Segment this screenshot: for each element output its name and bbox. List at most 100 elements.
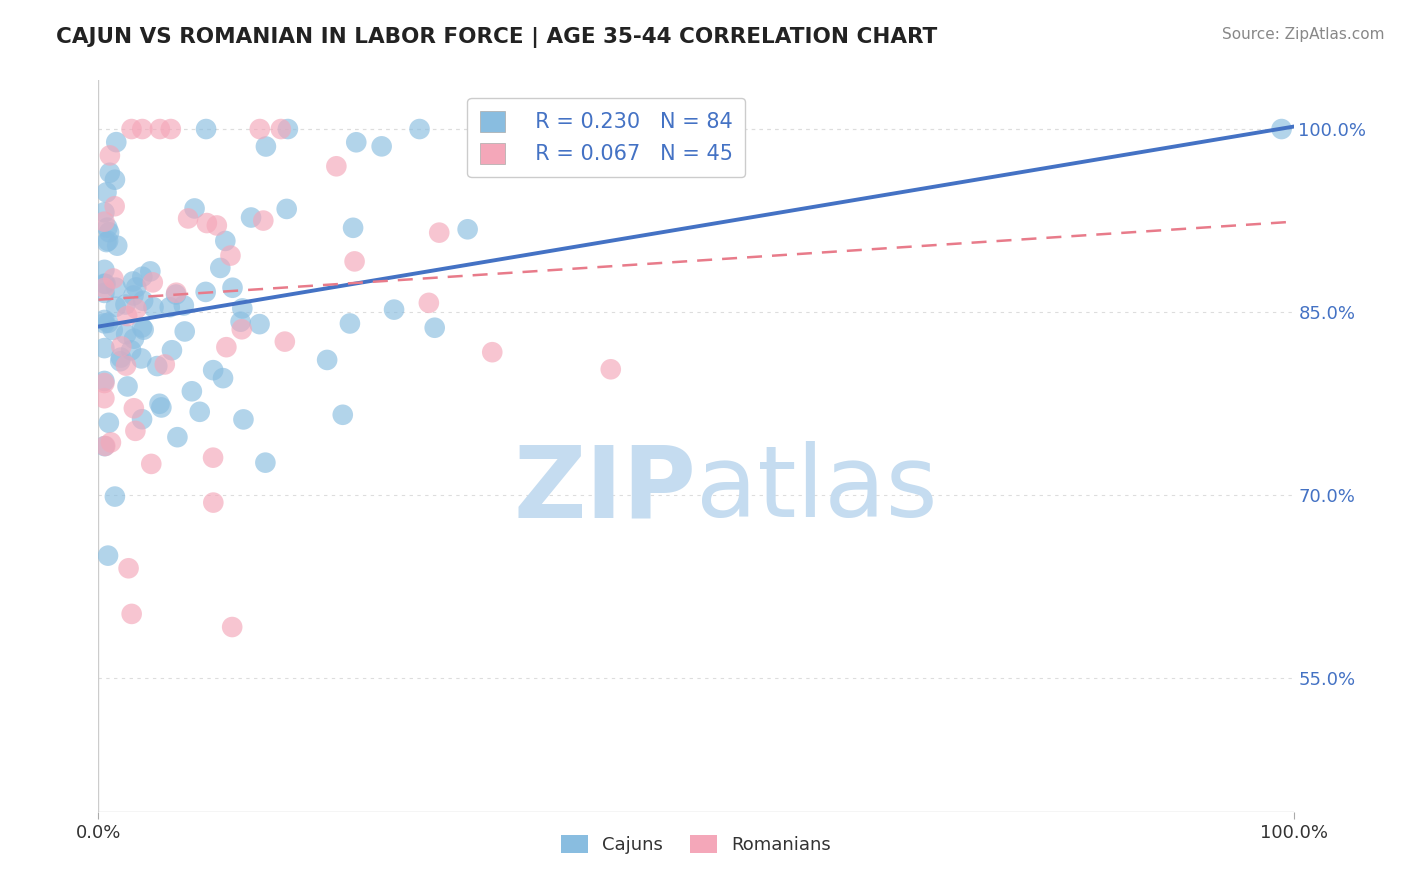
Point bbox=[339, 317, 361, 331]
Point bbox=[94, 277, 117, 291]
Point bbox=[332, 408, 354, 422]
Point bbox=[219, 249, 242, 263]
Text: atlas: atlas bbox=[696, 442, 938, 539]
Point bbox=[97, 549, 120, 563]
Point bbox=[93, 263, 115, 277]
Point bbox=[121, 122, 143, 136]
Point bbox=[1271, 122, 1294, 136]
Point bbox=[212, 371, 235, 385]
Point bbox=[142, 276, 165, 290]
Point bbox=[423, 320, 446, 334]
Point bbox=[202, 450, 225, 465]
Point bbox=[110, 351, 132, 365]
Point bbox=[481, 345, 503, 359]
Point bbox=[96, 186, 118, 200]
Point bbox=[195, 216, 218, 230]
Point bbox=[343, 254, 366, 268]
Point bbox=[131, 122, 153, 136]
Point bbox=[457, 222, 479, 236]
Point bbox=[249, 317, 271, 331]
Point bbox=[94, 439, 117, 453]
Point bbox=[96, 235, 118, 249]
Point bbox=[153, 358, 176, 372]
Point bbox=[221, 620, 243, 634]
Point bbox=[180, 384, 202, 399]
Point bbox=[104, 172, 127, 186]
Point bbox=[122, 288, 145, 302]
Point bbox=[122, 401, 145, 416]
Point bbox=[382, 302, 405, 317]
Point bbox=[131, 351, 153, 366]
Legend: Cajuns, Romanians: Cajuns, Romanians bbox=[554, 828, 838, 861]
Point bbox=[177, 211, 200, 226]
Point bbox=[103, 271, 125, 285]
Point bbox=[132, 323, 155, 337]
Point bbox=[344, 135, 367, 149]
Point bbox=[159, 122, 181, 136]
Point bbox=[120, 343, 142, 358]
Point bbox=[93, 205, 115, 219]
Point bbox=[93, 391, 115, 405]
Point bbox=[104, 490, 127, 504]
Point bbox=[160, 343, 183, 358]
Point bbox=[166, 430, 188, 444]
Point bbox=[202, 363, 225, 377]
Point bbox=[149, 122, 172, 136]
Point bbox=[131, 320, 153, 334]
Point bbox=[117, 561, 139, 575]
Point bbox=[209, 260, 232, 275]
Point bbox=[93, 214, 115, 228]
Point bbox=[97, 316, 120, 330]
Point bbox=[122, 275, 145, 289]
Point bbox=[240, 211, 263, 225]
Point bbox=[270, 122, 292, 136]
Point bbox=[115, 327, 138, 342]
Point bbox=[105, 135, 128, 149]
Point bbox=[215, 340, 238, 354]
Point bbox=[96, 220, 118, 235]
Point bbox=[146, 359, 169, 373]
Point bbox=[183, 202, 205, 216]
Point bbox=[173, 298, 195, 312]
Point bbox=[229, 315, 252, 329]
Point bbox=[122, 332, 145, 346]
Point bbox=[97, 416, 120, 430]
Point bbox=[121, 607, 143, 621]
Point bbox=[277, 122, 299, 136]
Point bbox=[105, 238, 128, 252]
Point bbox=[195, 122, 218, 136]
Point bbox=[249, 122, 271, 136]
Point bbox=[232, 412, 254, 426]
Point bbox=[159, 300, 181, 314]
Point bbox=[98, 166, 121, 180]
Point bbox=[124, 424, 146, 438]
Point bbox=[342, 220, 364, 235]
Point bbox=[165, 285, 187, 300]
Point bbox=[115, 359, 138, 373]
Point bbox=[599, 362, 621, 376]
Point bbox=[418, 296, 440, 310]
Point bbox=[93, 341, 115, 355]
Point bbox=[202, 495, 225, 509]
Point bbox=[93, 439, 115, 453]
Point bbox=[188, 405, 211, 419]
Point bbox=[194, 285, 217, 299]
Point bbox=[132, 293, 155, 308]
Point bbox=[231, 322, 253, 336]
Point bbox=[427, 226, 450, 240]
Point bbox=[221, 281, 243, 295]
Point bbox=[139, 264, 162, 278]
Point bbox=[101, 323, 124, 337]
Text: CAJUN VS ROMANIAN IN LABOR FORCE | AGE 35-44 CORRELATION CHART: CAJUN VS ROMANIAN IN LABOR FORCE | AGE 3… bbox=[56, 27, 938, 48]
Point bbox=[205, 219, 228, 233]
Point bbox=[100, 435, 122, 450]
Point bbox=[141, 457, 163, 471]
Point bbox=[231, 301, 253, 316]
Point bbox=[117, 379, 139, 393]
Point bbox=[93, 313, 115, 327]
Point bbox=[477, 122, 499, 136]
Point bbox=[125, 301, 148, 316]
Point bbox=[115, 309, 138, 323]
Point bbox=[173, 325, 195, 339]
Point bbox=[274, 334, 297, 349]
